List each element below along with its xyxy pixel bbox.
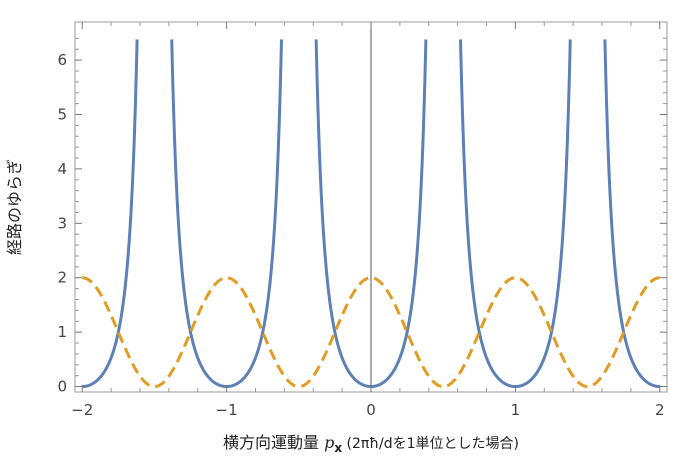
y-tick-label: 4 — [57, 160, 67, 178]
y-tick-label: 1 — [57, 323, 67, 341]
y-tick-label: 2 — [57, 269, 67, 287]
series-layer — [80, 39, 662, 389]
series-solid-segment — [80, 39, 139, 389]
x-tick-label: 1 — [511, 401, 521, 419]
y-axis-title: 経路のゆらぎ — [5, 159, 24, 255]
y-tick-label: 5 — [57, 106, 67, 124]
series-solid-segment — [603, 39, 662, 389]
x-tick-label: −1 — [216, 401, 238, 419]
axis-ticks: −2 −1 0 1 2 0 1 2 3 4 5 6 — [57, 22, 667, 419]
x-tick-label: −2 — [71, 401, 93, 419]
series-dashed-line — [82, 276, 660, 389]
x-axis-title-main: 横方向運動量 — [223, 433, 324, 452]
x-axis-title-paren: (2πħ/dを1単位とした場合) — [342, 436, 519, 452]
x-axis-title-sub: x — [334, 441, 342, 455]
x-axis-title: 横方向運動量 px (2πħ/dを1単位とした場合) — [223, 433, 519, 455]
x-axis-title-var: p — [324, 433, 334, 452]
y-tick-label: 0 — [57, 378, 67, 396]
y-tick-label: 3 — [57, 214, 67, 232]
x-tick-label: 0 — [366, 401, 376, 419]
x-tick-label: 2 — [655, 401, 665, 419]
y-tick-label: 6 — [57, 51, 67, 69]
